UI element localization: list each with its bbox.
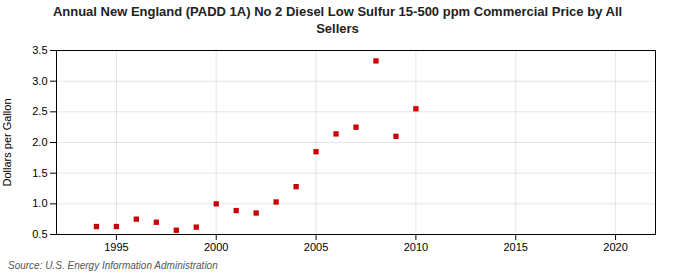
svg-text:2.5: 2.5 — [32, 105, 47, 117]
svg-text:Dollars per Gallon: Dollars per Gallon — [1, 98, 13, 186]
svg-text:2010: 2010 — [404, 241, 428, 253]
svg-text:1.5: 1.5 — [32, 166, 47, 178]
svg-text:1995: 1995 — [104, 241, 128, 253]
svg-text:3.5: 3.5 — [32, 44, 47, 56]
html-text:Source: U.S. Energy Informatio: Source: U.S. Energy Information Administ… — [8, 259, 218, 271]
svg-text:0.5: 0.5 — [32, 228, 47, 240]
svg-text:3.0: 3.0 — [32, 74, 47, 86]
svg-text:2000: 2000 — [204, 241, 228, 253]
svg-text:2005: 2005 — [304, 241, 328, 253]
html-text:Annual New England (PADD 1A) N: Annual New England (PADD 1A) No 2 Diesel… — [52, 4, 623, 36]
svg-text:2015: 2015 — [503, 241, 527, 253]
svg-text:2020: 2020 — [603, 241, 627, 253]
svg-text:2.0: 2.0 — [32, 136, 47, 148]
svg-text:1.0: 1.0 — [32, 197, 47, 209]
